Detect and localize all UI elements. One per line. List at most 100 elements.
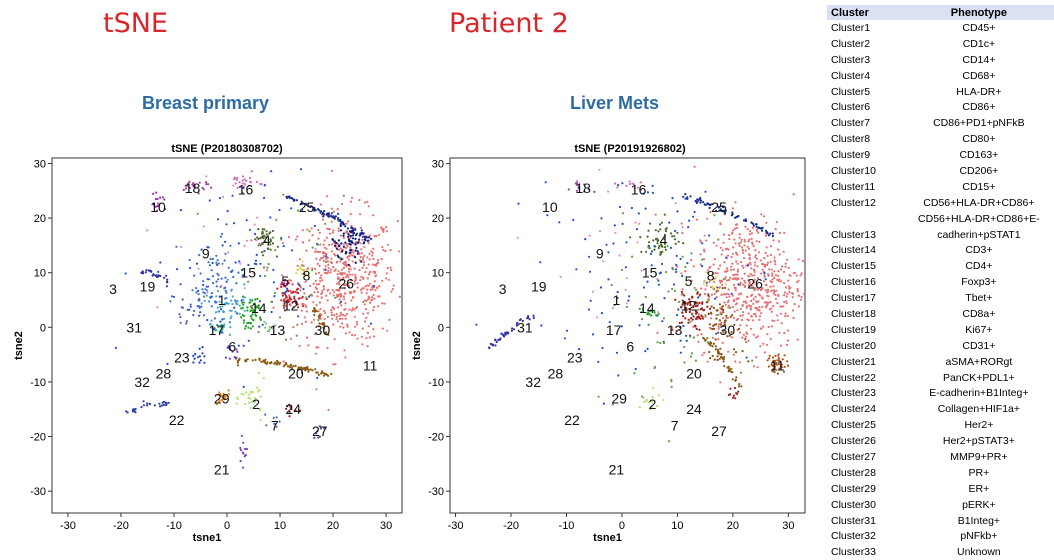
data-point (693, 165, 696, 168)
data-point (715, 314, 718, 317)
data-point (791, 309, 795, 312)
data-point (327, 269, 330, 272)
data-point (750, 284, 753, 287)
data-point (532, 316, 535, 320)
data-point (729, 276, 732, 279)
data-point (342, 194, 345, 197)
data-point (682, 242, 685, 245)
data-point (364, 320, 367, 323)
data-point (665, 270, 668, 274)
data-point (221, 327, 224, 330)
data-point (583, 190, 586, 193)
data-point (243, 178, 246, 181)
data-point (367, 205, 370, 208)
data-point (705, 239, 708, 242)
data-point (316, 371, 319, 374)
data-point (772, 285, 775, 288)
cluster-cell: Cluster25 (831, 419, 876, 432)
cluster-number-label: 21 (214, 461, 230, 477)
cluster-points (702, 336, 743, 388)
data-point (715, 332, 718, 335)
data-point (161, 196, 164, 199)
data-point (146, 229, 149, 232)
cluster-cell: Cluster20 (831, 339, 876, 352)
data-point (292, 306, 295, 309)
data-point (739, 307, 743, 310)
cluster-points (313, 425, 326, 439)
cluster-number-label: 18 (185, 180, 201, 196)
cluster-number-label: 9 (202, 246, 210, 262)
data-point (624, 288, 627, 291)
data-point (361, 287, 364, 290)
data-point (250, 317, 254, 320)
data-point (679, 326, 682, 329)
data-point (236, 396, 239, 399)
data-point (245, 447, 248, 451)
table-row: Cluster20 CD31+ (827, 338, 1054, 354)
data-point (211, 261, 214, 265)
cluster-number-label: 32 (525, 374, 541, 390)
data-point (743, 238, 746, 241)
scatter-points (475, 165, 806, 443)
data-point (725, 292, 728, 295)
data-point (225, 291, 228, 294)
data-point (202, 225, 205, 228)
data-point (722, 308, 725, 312)
data-point (755, 257, 758, 260)
data-point (208, 264, 211, 267)
data-point (304, 273, 307, 277)
data-point (732, 273, 735, 277)
data-point (219, 305, 222, 308)
data-point (667, 290, 670, 293)
data-point (283, 292, 286, 295)
data-point (588, 255, 591, 258)
data-point (705, 284, 708, 287)
data-point (272, 306, 275, 309)
data-point (689, 355, 692, 358)
data-point (661, 245, 664, 248)
data-point (784, 262, 787, 265)
data-point (600, 312, 604, 315)
data-point (704, 280, 707, 283)
data-point (237, 344, 240, 347)
cluster-number-label: 10 (150, 199, 166, 215)
data-point (367, 273, 371, 276)
data-point (373, 306, 376, 309)
data-point (661, 250, 664, 253)
data-point (199, 311, 202, 314)
data-point (323, 239, 326, 242)
data-point (774, 263, 777, 266)
data-point (736, 317, 740, 320)
data-point (319, 210, 323, 213)
data-point (320, 372, 323, 375)
data-point (321, 211, 324, 214)
data-point (353, 315, 356, 318)
data-point (273, 362, 276, 365)
data-point (280, 299, 283, 302)
data-point (736, 253, 739, 256)
data-point (354, 249, 357, 252)
cluster-number-label: 29 (214, 390, 230, 406)
cluster-number-label: 18 (575, 180, 591, 196)
data-point (776, 372, 780, 375)
data-point (752, 281, 755, 284)
data-point (797, 258, 800, 261)
data-point (722, 358, 725, 361)
data-point (260, 360, 263, 363)
data-point (748, 304, 751, 307)
data-point (779, 268, 782, 271)
data-point (337, 293, 340, 296)
data-point (781, 358, 784, 361)
data-point (377, 305, 380, 308)
cluster-number-label: 12 (283, 297, 299, 313)
data-point (777, 359, 780, 362)
data-point (745, 305, 748, 308)
data-point (704, 338, 707, 341)
data-point (633, 372, 636, 375)
data-point (344, 356, 347, 359)
data-point (248, 301, 251, 304)
data-point (294, 290, 297, 293)
data-point (735, 251, 738, 254)
data-point (308, 230, 311, 233)
data-point (364, 201, 367, 204)
